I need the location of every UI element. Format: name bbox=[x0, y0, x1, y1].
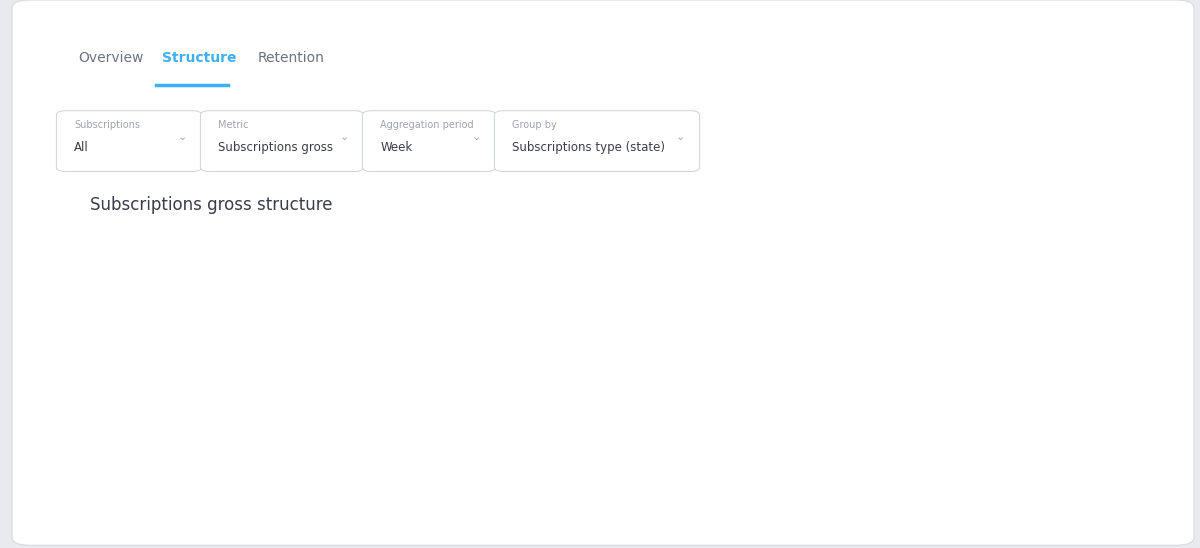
Text: ⌄: ⌄ bbox=[340, 132, 349, 142]
Text: ⌄: ⌄ bbox=[676, 132, 685, 142]
Bar bbox=[413, 461, 481, 482]
Bar bbox=[961, 418, 1030, 420]
Bar bbox=[823, 419, 893, 421]
Bar bbox=[138, 419, 206, 421]
Bar bbox=[275, 389, 343, 419]
Bar bbox=[910, 219, 1098, 504]
Bar bbox=[413, 313, 481, 389]
Text: Subscriptions gross: Subscriptions gross bbox=[218, 141, 334, 155]
Bar bbox=[686, 421, 755, 458]
Text: All: All bbox=[74, 141, 89, 155]
Text: Subscriptions type (state): Subscriptions type (state) bbox=[512, 141, 665, 155]
Bar bbox=[275, 419, 343, 421]
Bar bbox=[823, 306, 893, 391]
Bar bbox=[138, 357, 206, 402]
Text: Structure: Structure bbox=[162, 50, 236, 65]
Bar bbox=[686, 476, 755, 491]
Bar bbox=[550, 421, 618, 458]
Bar bbox=[550, 392, 618, 419]
Bar bbox=[275, 309, 343, 389]
Bar bbox=[138, 402, 206, 419]
Bar bbox=[823, 458, 893, 476]
Bar bbox=[686, 419, 755, 421]
Text: Subscriptions gross structure: Subscriptions gross structure bbox=[90, 197, 332, 214]
Bar bbox=[413, 482, 481, 500]
Bar bbox=[275, 461, 343, 482]
Bar bbox=[686, 309, 755, 391]
Text: Aggregation period: Aggregation period bbox=[380, 120, 474, 130]
Bar bbox=[823, 421, 893, 458]
Bar bbox=[550, 458, 618, 477]
Bar bbox=[138, 445, 206, 455]
Bar bbox=[550, 419, 618, 421]
Bar bbox=[961, 421, 1030, 424]
Text: Metric: Metric bbox=[218, 120, 248, 130]
Bar bbox=[413, 419, 481, 421]
Bar bbox=[550, 327, 618, 392]
Text: Group by: Group by bbox=[512, 120, 557, 130]
Bar bbox=[413, 421, 481, 461]
Bar bbox=[961, 403, 1030, 418]
Text: Subscriptions: Subscriptions bbox=[74, 120, 140, 130]
Text: ⌄: ⌄ bbox=[178, 132, 187, 142]
Bar bbox=[138, 455, 206, 460]
Bar bbox=[823, 476, 893, 500]
Bar bbox=[138, 421, 206, 445]
Y-axis label: USD: USD bbox=[50, 350, 61, 374]
Bar bbox=[961, 424, 1030, 425]
Text: Retention: Retention bbox=[258, 50, 325, 65]
Bar bbox=[961, 425, 1030, 427]
Bar bbox=[686, 391, 755, 419]
Bar bbox=[961, 420, 1030, 421]
Bar bbox=[686, 458, 755, 476]
Bar bbox=[550, 477, 618, 494]
Text: Overview: Overview bbox=[78, 50, 143, 65]
Bar bbox=[823, 391, 893, 419]
Bar bbox=[413, 389, 481, 419]
Text: ⌄: ⌄ bbox=[472, 132, 481, 142]
Bar bbox=[275, 482, 343, 500]
Bar bbox=[275, 421, 343, 461]
Text: Week: Week bbox=[380, 141, 413, 155]
